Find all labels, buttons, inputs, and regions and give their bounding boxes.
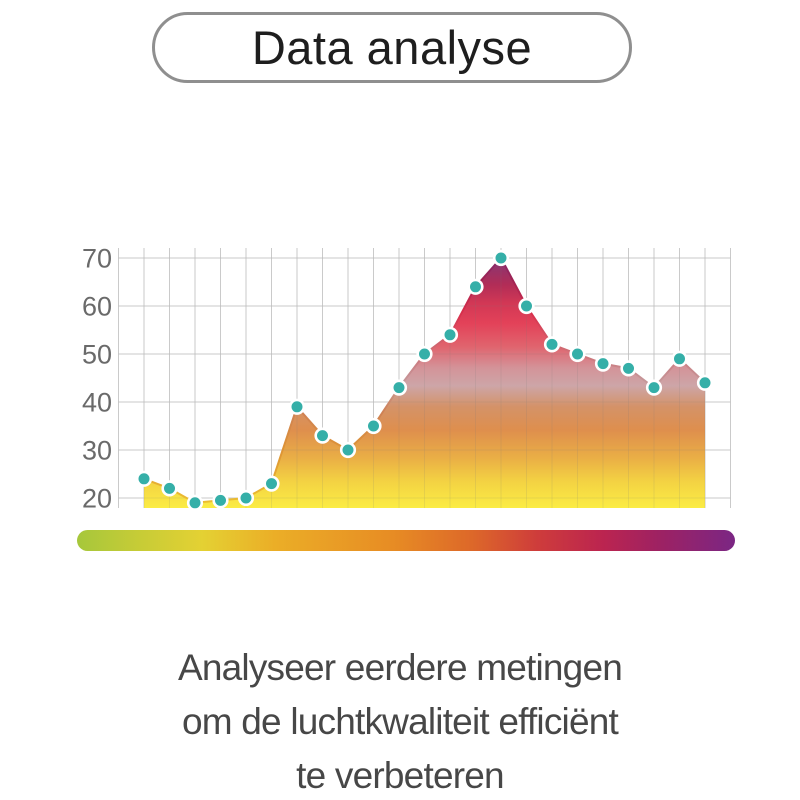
chart-data-point: [186, 494, 204, 511]
chart-data-point: [671, 350, 688, 367]
chart-data-point: [416, 345, 433, 363]
chart-data-point: [288, 398, 306, 415]
y-axis-labels: 20 30 40 50 60 70: [82, 244, 112, 514]
y-axis-tick-label: 50: [82, 340, 112, 370]
chart-data-point: [645, 379, 663, 396]
chart-data-point: [390, 379, 408, 396]
caption-line-1: Analyseer eerdere metingen: [177, 647, 623, 688]
chart-data-points: [135, 249, 714, 511]
caption-line-3: te verbeteren: [296, 755, 504, 796]
chart-data-point: [467, 278, 484, 295]
y-axis-tick-label: 30: [82, 436, 112, 466]
chart-data-point: [492, 249, 510, 267]
title-pill-label: Data analyse: [251, 21, 533, 74]
chart-data-point: [441, 326, 459, 343]
air-quality-gradient-bar: [77, 530, 735, 551]
y-axis-tick-label: 40: [82, 388, 112, 418]
chart-gridlines-overlay: [118, 248, 731, 508]
chart-data-point: [263, 475, 280, 492]
caption-line-2: om de luchtkwaliteit efficiënt: [182, 701, 619, 742]
chart-data-point: [212, 492, 229, 509]
chart-data-point: [696, 374, 714, 391]
chart-data-point: [365, 417, 382, 435]
chart-data-point: [237, 489, 255, 507]
y-axis-tick-label: 70: [82, 244, 112, 274]
chart-data-point: [135, 470, 153, 487]
y-axis-tick-label: 60: [82, 292, 112, 322]
chart-data-point: [543, 336, 561, 353]
chart-data-point: [339, 441, 357, 459]
chart-data-point: [518, 297, 535, 315]
chart-data-point: [569, 345, 586, 363]
chart-data-point: [594, 355, 612, 372]
chart-data-point: [314, 427, 331, 444]
chart-data-point: [161, 480, 178, 497]
caption: Analyseer eerdere metingen om de luchtkw…: [0, 641, 800, 800]
chart-data-point: [620, 360, 637, 377]
title-pill: Data analyse: [152, 12, 632, 83]
y-axis-tick-label: 20: [82, 484, 112, 514]
